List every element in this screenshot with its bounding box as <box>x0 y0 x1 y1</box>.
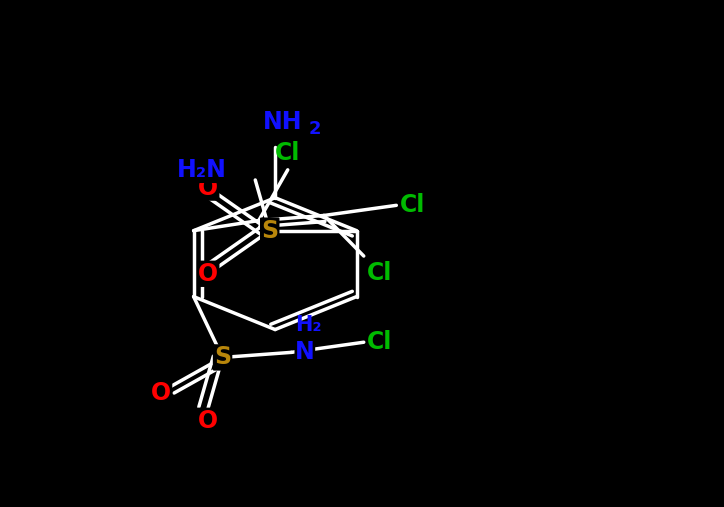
Text: Cl: Cl <box>367 330 392 354</box>
Text: Cl: Cl <box>400 193 425 218</box>
Text: Cl: Cl <box>275 141 300 165</box>
Text: O: O <box>198 262 218 286</box>
Text: O: O <box>198 409 218 433</box>
Text: O: O <box>198 175 218 200</box>
Text: NH: NH <box>263 111 302 134</box>
Text: H₂: H₂ <box>295 315 321 335</box>
Text: N: N <box>295 340 315 365</box>
Text: S: S <box>261 219 278 243</box>
Text: H: H <box>206 158 227 182</box>
Text: S: S <box>214 345 231 370</box>
Text: O: O <box>151 381 171 405</box>
Text: Cl: Cl <box>367 261 392 285</box>
Text: 2: 2 <box>308 120 321 138</box>
Text: H₂N: H₂N <box>177 158 227 182</box>
